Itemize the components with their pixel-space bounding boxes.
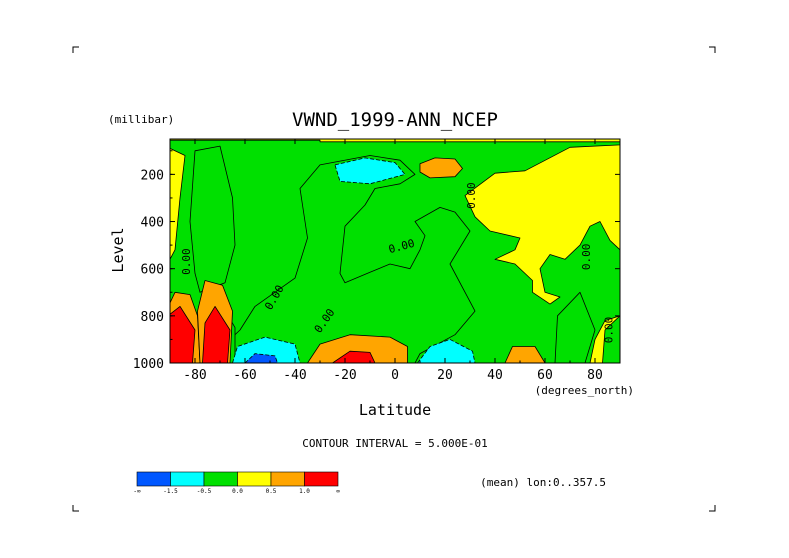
x-tick-label: -80 (183, 368, 206, 383)
contour-region-9 (244, 353, 278, 363)
corner-marks (72, 46, 716, 512)
legend-label: 0.5 (266, 488, 277, 495)
contour-region-5 (602, 315, 620, 363)
x-tick-label: -40 (283, 368, 306, 383)
x-tick-label: -60 (233, 368, 256, 383)
x-tick-label: 40 (487, 368, 503, 383)
contour-label: 0.00 (603, 317, 616, 344)
plot-area: -80 -60 -40 -20 0 20 40 60 80 200 400 600 800 1000 0… (133, 138, 621, 383)
x-tick-label: 0 (391, 368, 399, 383)
contour-region-8 (417, 338, 476, 363)
y-tick-label: 400 (141, 216, 164, 231)
y-tick-label: 800 (141, 310, 164, 325)
x-tick-label: 20 (437, 368, 453, 383)
x-axis-ticks: -80 -60 -40 -20 0 20 40 60 80 (169, 139, 621, 383)
y-tick-label: 1000 (133, 357, 164, 372)
contour-label: 0.00 (580, 244, 593, 271)
contour-region-7 (232, 336, 301, 363)
legend-label: -∞ (133, 488, 141, 495)
x-units-label: (degrees_north) (535, 384, 634, 397)
y-axis-ticks: 200 400 600 800 1000 (133, 150, 620, 372)
contour-label: 0.00 (180, 248, 193, 275)
legend-swatch (237, 471, 272, 487)
legend-label: 0.0 (232, 488, 243, 495)
x-tick-label: 80 (587, 368, 603, 383)
legend-swatch (304, 471, 339, 487)
legend-label: 1.0 (299, 488, 310, 495)
y-tick-label: 200 (141, 168, 164, 183)
contour-region-17 (332, 350, 376, 363)
contour-region-12 (504, 346, 546, 363)
legend-swatch (136, 471, 171, 487)
legend-swatch (270, 471, 305, 487)
x-axis-title: Latitude (359, 401, 431, 419)
legend-label: -0.5 (197, 488, 212, 495)
contour-region-16 (202, 305, 231, 363)
contour-region-10 (419, 157, 463, 179)
contour-region-15 (170, 305, 196, 363)
y-tick-label: 600 (141, 263, 164, 278)
chart-title: VWND_1999-ANN_NCEP (292, 109, 498, 131)
x-tick-label: 60 (537, 368, 553, 383)
contour-region-6 (334, 157, 406, 185)
contour-fills (170, 139, 620, 363)
color-legend: -∞ -1.5 -0.5 0.0 0.5 1.0 ∞ (133, 471, 340, 495)
contour-region-1 (170, 139, 620, 363)
contour-label: 0.00 (465, 182, 478, 209)
contour-region-4 (554, 291, 596, 363)
legend-label: ∞ (336, 488, 340, 495)
contour-region-2 (189, 145, 236, 293)
x-tick-label: -20 (333, 368, 356, 383)
mean-text: (mean) lon:0..357.5 (480, 476, 606, 489)
contour-interval-text: CONTOUR INTERVAL = 5.000E-01 (302, 437, 487, 450)
legend-swatch (203, 471, 238, 487)
y-units-label: (millibar) (108, 113, 174, 126)
y-axis-title: Level (109, 227, 127, 272)
contour-region-11 (307, 334, 408, 363)
legend-swatch (170, 471, 205, 487)
legend-label: -1.5 (163, 488, 178, 495)
